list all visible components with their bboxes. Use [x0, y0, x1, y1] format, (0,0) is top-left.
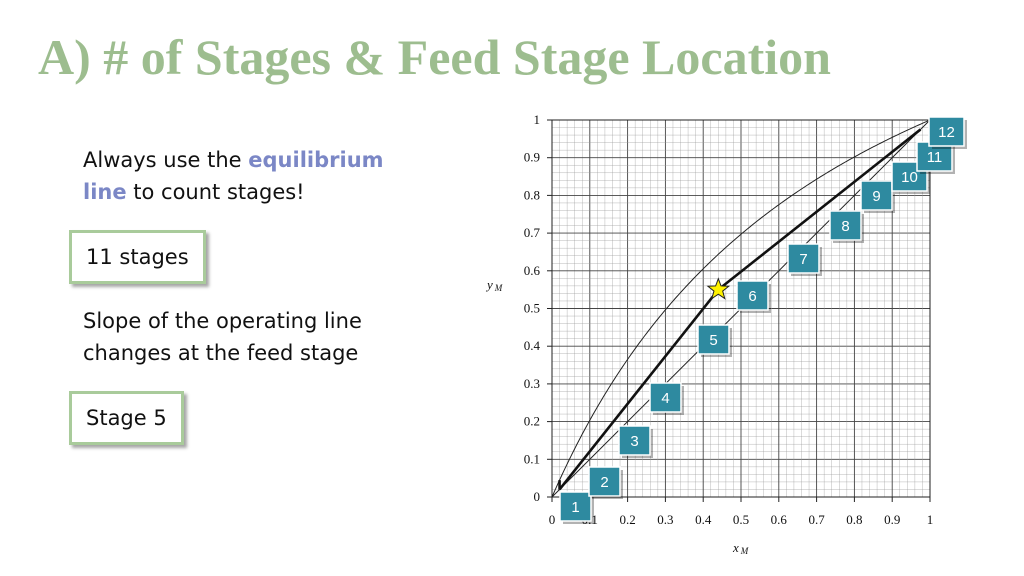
slope-note: Slope of the operating line changes at t… [83, 305, 403, 369]
operating-line-stripping [558, 288, 720, 491]
y-tick-label: 0.3 [524, 376, 540, 391]
x-tick-label: 0.9 [884, 512, 900, 527]
x-tick-label: 0.2 [619, 512, 635, 527]
x-tick-label: 1 [927, 512, 934, 527]
note-accent-line: line [83, 180, 127, 204]
note-accent-equilibrium: equilibrium [248, 148, 384, 172]
x-tick-label: 0.3 [657, 512, 673, 527]
x-tick-label: 0.5 [733, 512, 749, 527]
stage-number-9: 9 [872, 188, 880, 205]
stage-box-6 [736, 280, 769, 311]
stage-number-10: 10 [901, 169, 918, 186]
stage-number-8: 8 [841, 218, 849, 235]
slope-line-1: Slope of the operating line [83, 309, 362, 333]
y-tick-label: 0 [534, 489, 541, 504]
stage-box-12 [928, 116, 965, 147]
stage-box-5 [697, 324, 730, 355]
stage-box-7 [787, 243, 820, 274]
y-tick-label: 0.6 [524, 263, 541, 278]
stage-number-6: 6 [748, 288, 756, 305]
y-tick-label: 0.8 [524, 187, 540, 202]
stage-number-11: 11 [927, 149, 943, 166]
y-tick-label: 0.1 [524, 451, 540, 466]
x-tick-label: 0 [549, 512, 556, 527]
slide-title: A) # of Stages & Feed Stage Location [38, 29, 831, 85]
stage-box-2 [588, 466, 621, 497]
x-tick-label: 0.4 [695, 512, 712, 527]
y-tick-label: 0.9 [524, 150, 540, 165]
x-tick-label: 0.6 [771, 512, 788, 527]
operating-line-rectifying [717, 128, 922, 291]
y-tick-label: 0.4 [524, 338, 541, 353]
stage-number-4: 4 [661, 390, 669, 407]
equilibrium-curve [551, 119, 931, 498]
stages-answer-box: 11 stages [69, 230, 206, 284]
x-tick-label: 0.8 [846, 512, 862, 527]
y-tick-label: 1 [534, 112, 541, 127]
feed-stage-answer-box: Stage 5 [69, 391, 184, 445]
note-plain: Always use the [83, 148, 249, 172]
stage-number-12: 12 [938, 124, 955, 141]
stage-number-7: 7 [799, 251, 807, 268]
stage-box-3 [618, 425, 651, 456]
equilibrium-note: Always use the equilibrium line to count… [83, 144, 403, 208]
note-rest: to count stages! [126, 180, 305, 204]
stage-box-4 [649, 382, 682, 413]
stage-number-1: 1 [571, 499, 579, 516]
y-tick-label: 0.5 [524, 301, 540, 316]
y-tick-label: 0.2 [524, 414, 540, 429]
stage-box-11 [916, 141, 953, 172]
stage-number-3: 3 [630, 433, 638, 450]
stage-box-1 [559, 491, 592, 522]
x-tick-label: 0.7 [808, 512, 825, 527]
stage-box-8 [829, 210, 862, 241]
stage-number-2: 2 [600, 474, 608, 491]
axes: 00.10.20.30.40.50.60.70.80.9100.10.20.30… [524, 112, 934, 527]
stage-box-9 [860, 180, 893, 211]
y-tick-label: 0.7 [524, 225, 541, 240]
feed-star-icon [706, 277, 731, 300]
stage-number-5: 5 [709, 332, 717, 349]
slope-line-2: changes at the feed stage [83, 341, 359, 365]
